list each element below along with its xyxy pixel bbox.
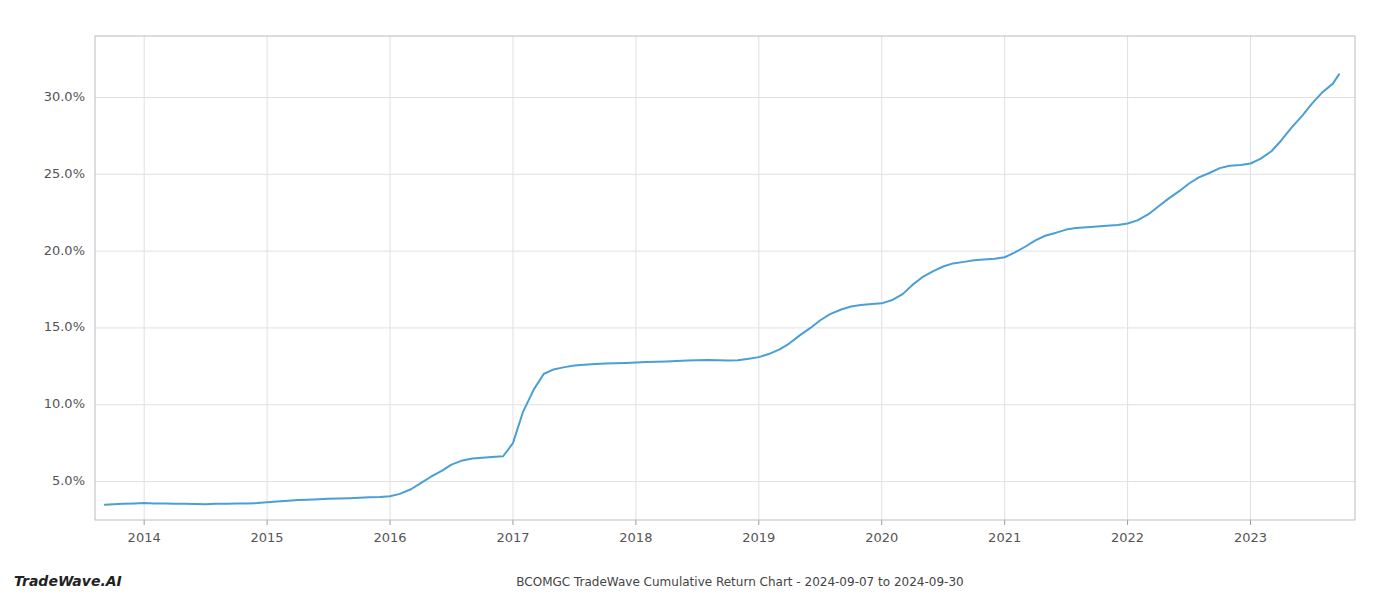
x-grid-line [1127, 36, 1128, 520]
y-grid-line [95, 404, 1355, 405]
y-grid-line [95, 251, 1355, 252]
x-tick-label: 2021 [988, 530, 1021, 545]
x-tick-label: 2019 [742, 530, 775, 545]
axes: 5.0% 10.0% 15.0% 20.0% 25.0% 30.0% 2014 2015 201… [44, 36, 1355, 545]
x-tick-label: 2020 [865, 530, 898, 545]
x-grid-line [390, 36, 391, 520]
title: BCOMGC TradeWave Cumulative Return Chart… [516, 575, 963, 589]
x-tick-mark [1004, 520, 1005, 525]
y-grid-line [95, 481, 1355, 482]
y-tick-label: 25.0% [44, 166, 85, 181]
y-tick-label: 20.0% [44, 243, 85, 258]
y-grid-line [95, 174, 1355, 175]
x-tick-mark [1250, 520, 1251, 525]
x-tick-label: 2015 [251, 530, 284, 545]
x-tick-mark [512, 520, 513, 525]
x-tick-label: 2023 [1234, 530, 1267, 545]
plot-area [105, 74, 1339, 504]
x-grid-line [758, 36, 759, 520]
grid [95, 36, 1355, 520]
watermark: TradeWave.AI [14, 573, 122, 589]
x-tick-mark [881, 520, 882, 525]
plot-frame [95, 36, 1355, 520]
x-tick-label: 2014 [128, 530, 161, 545]
y-tick-label: 5.0% [52, 473, 85, 488]
x-tick-mark [144, 520, 145, 525]
x-tick-mark [758, 520, 759, 525]
x-grid-line [1250, 36, 1251, 520]
y-tick-label: 10.0% [44, 396, 85, 411]
x-grid-line [635, 36, 636, 520]
x-tick-mark [390, 520, 391, 525]
x-grid-line [267, 36, 268, 520]
y-grid-line [95, 97, 1355, 98]
x-tick-mark [635, 520, 636, 525]
y-tick-label: 15.0% [44, 319, 85, 334]
x-grid-line [1004, 36, 1005, 520]
background [0, 0, 1400, 600]
x-tick-mark [267, 520, 268, 525]
x-tick-label: 2018 [619, 530, 652, 545]
x-grid-line [512, 36, 513, 520]
y-grid-line [95, 327, 1355, 328]
x-tick-mark [1127, 520, 1128, 525]
y-tick-label: 30.0% [44, 89, 85, 104]
x-grid-line [881, 36, 882, 520]
x-tick-label: 2016 [373, 530, 406, 545]
line [105, 74, 1339, 504]
x-tick-label: 2022 [1111, 530, 1144, 545]
x-tick-label: 2017 [496, 530, 529, 545]
x-grid-line [144, 36, 145, 520]
chart: 5.0% 10.0% 15.0% 20.0% 25.0% 30.0% 2014 2015 201… [0, 0, 1400, 600]
